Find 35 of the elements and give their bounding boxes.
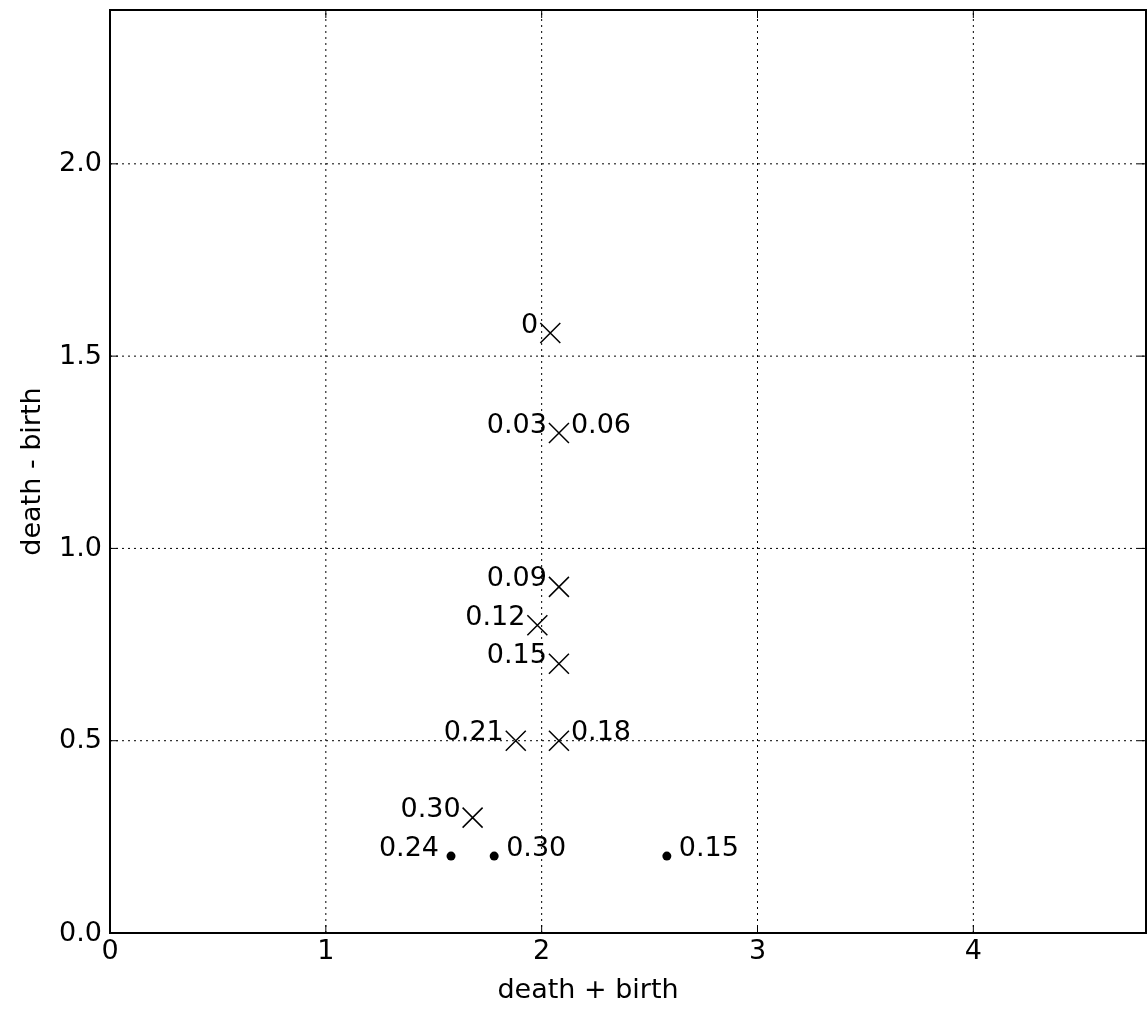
annotation: 0.21 — [443, 715, 504, 747]
point — [505, 729, 527, 752]
y-axis-title: death - birth — [15, 387, 46, 556]
annotation: 0.15 — [678, 830, 739, 862]
point — [526, 614, 549, 637]
x-tick-label: 1 — [317, 934, 335, 965]
annotation: 0.06 — [570, 407, 632, 439]
point — [548, 653, 570, 675]
annotation: 0.15 — [486, 638, 547, 670]
point — [548, 729, 570, 752]
annotation: 0.09 — [486, 561, 547, 593]
y-tick-label: 2.0 — [59, 146, 102, 178]
point — [446, 851, 456, 861]
x-tick-label: 3 — [748, 934, 767, 965]
point — [548, 422, 570, 444]
y-tick-label: 0.0 — [59, 915, 102, 947]
point — [548, 576, 570, 598]
y-tick-label: 1.5 — [59, 338, 102, 370]
y-tick-label: 0.5 — [59, 723, 102, 755]
point — [489, 851, 499, 861]
annotation: 0.30 — [506, 830, 567, 862]
annotation: 0.12 — [465, 599, 526, 631]
y-tick-label: 1.0 — [59, 530, 102, 562]
annotation: 0.03 — [486, 407, 547, 439]
annotation: 0.30 — [400, 792, 461, 824]
point — [461, 806, 484, 829]
annotation: 0.24 — [378, 830, 440, 862]
x-tick-label: 2 — [533, 934, 551, 965]
point — [539, 322, 562, 344]
annotation: 0 — [521, 307, 539, 339]
point — [662, 851, 672, 861]
annotation: 0.18 — [570, 715, 632, 747]
x-tick-label: 4 — [964, 934, 982, 965]
x-tick-label: 0 — [101, 934, 119, 965]
x-axis-title: death + birth — [497, 973, 679, 1004]
